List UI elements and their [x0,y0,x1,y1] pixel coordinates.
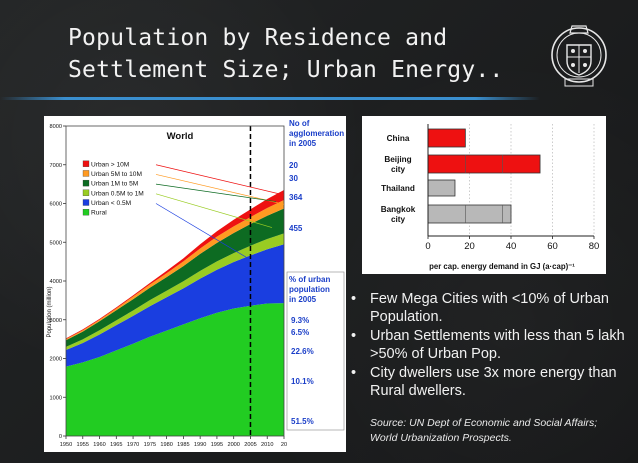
x-tick-label: 1995 [211,442,223,448]
urban-share-value: 10.1% [291,377,314,386]
legend-entry: Urban > 10M [91,161,129,168]
legend-connector-line [155,203,248,259]
x-tick-label: 60 [547,241,558,252]
y-tick-label: 5000 [50,240,62,246]
world-population-svg: Population (million) 0 1000 2000 3000 4000 50… [47,119,345,448]
share-header-line: population [289,285,330,294]
legend-entry: Urban < 0.5M [91,200,131,207]
slide-title: Population by Residence and Settlement S… [68,25,504,83]
x-tick-label: 1975 [144,442,156,448]
urban-share-value: 9.3% [291,316,309,325]
energy-bar [427,204,512,224]
category-label: Bangkok [381,205,416,214]
x-tick-label: 1955 [77,442,89,448]
bullet-item: City dwellers use 3x more energy than Ru… [346,364,636,400]
x-tick-label: 1990 [194,442,206,448]
y-tick-label: 7000 [50,163,62,169]
x-tick-label: 1985 [177,442,189,448]
agglomeration-header-line: No of [289,119,310,128]
agglomeration-count: 30 [289,174,298,183]
area-urban-0-5m [66,244,284,367]
legend-connector-line [155,164,285,196]
urban-share-value: 51.5% [291,417,314,426]
share-header-line: % of urban [289,275,330,284]
energy-bar [427,154,541,174]
agglomeration-header-line: in 2005 [289,139,317,148]
y-tick-label: 6000 [50,202,62,208]
university-crest-icon [551,25,607,87]
agglomeration-count: 364 [289,193,303,202]
bullet-list: Few Mega Cities with <10% of Urban Popul… [346,290,636,401]
y-axis-label: Population (million) [47,286,53,337]
legend-connector-line [155,193,273,228]
legend-entry: Urban 0.5M to 1M [91,190,144,197]
area-urban-10m [66,189,284,340]
category-label: China [387,134,410,143]
world-population-chart: Population (million) 0 1000 2000 3000 4000 50… [44,116,346,452]
x-tick-label: 20 [281,442,287,448]
x-tick-label: 1950 [60,442,72,448]
share-header-line: in 2005 [289,295,317,304]
plot-frame [65,125,285,437]
urban-share-value: 22.6% [291,347,314,356]
x-tick-label: 1960 [93,442,105,448]
x-tick-label: 2005 [244,442,256,448]
x-tick-label: 2010 [261,442,273,448]
legend-swatch [82,160,90,167]
agglomeration-count: 20 [289,161,298,170]
urban-share-value: 6.5% [291,328,309,337]
y-tick-label: 0 [59,434,62,440]
legend-swatch [82,189,90,196]
source-citation: Source: UN Dept of Economic and Social A… [370,417,598,444]
legend-swatch [82,179,90,187]
y-tick-label: 1000 [50,395,62,401]
area-urban-0-5m-to-1m [66,233,284,350]
world-chart-title: World [167,131,194,142]
area-rural [66,303,284,436]
legend-swatch [82,209,90,216]
legend-entry: Urban 5M to 10M [91,171,142,178]
category-label: city [391,215,406,224]
y-tick-label: 8000 [50,124,62,130]
legend-entry: Rural [91,210,107,217]
bullet-item: Urban Settlements with less than 5 lakh … [346,327,636,363]
category-label: city [391,165,406,174]
agglomeration-count: 455 [289,224,303,233]
legend-swatch [82,170,90,177]
energy-bar [427,128,466,148]
title-underline [0,97,540,100]
energy-bar [427,179,456,197]
area-urban-5m-to-10m [66,200,284,341]
x-tick-label: 0 [425,241,430,252]
bullet-item: Few Mega Cities with <10% of Urban Popul… [346,290,636,326]
x-tick-label: 20 [464,241,475,252]
x-tick-label: 40 [506,241,517,252]
y-tick-label: 4000 [50,279,62,285]
x-tick-label: 1980 [160,442,172,448]
y-tick-label: 2000 [50,357,62,363]
x-tick-label: 2000 [227,442,239,448]
legend-swatch [82,199,90,206]
x-tick-label: 1970 [127,442,139,448]
x-tick-label: 80 [589,241,600,252]
urban-share-box [286,271,345,431]
legend-connector-line [155,183,277,202]
area-urban-1m-to-5m [66,208,284,347]
category-label: Thailand [381,184,415,193]
y-tick-label: 3000 [50,318,62,324]
category-label: Beijing [384,155,411,164]
energy-demand-chart: China Beijing city Thailand Bangkok city 0 20 4… [362,116,606,274]
energy-x-axis-label: per cap. energy demand in GJ (a·cap)⁻¹ [429,262,575,271]
legend-entry: Urban 1M to 5M [91,181,138,188]
x-tick-label: 1965 [110,442,122,448]
agglomeration-header-line: agglomeration [289,129,344,138]
